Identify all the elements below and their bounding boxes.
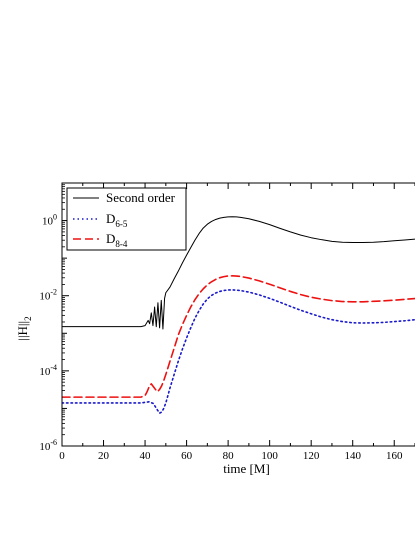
series-lines <box>62 216 415 414</box>
x-tick-label: 40 <box>140 450 152 462</box>
y-axis-label: ||H||2 <box>15 316 33 340</box>
axis-labels: 0 20 40 60 80 100 120 140 16010010-210-410-6time… <box>15 213 403 476</box>
y-tick-label: 10-4 <box>39 363 57 378</box>
x-tick-label: 100 <box>261 450 278 462</box>
legend-entry-label: D8-4 <box>106 231 128 249</box>
y-tick-exponent: -2 <box>50 288 57 297</box>
series-line-1 <box>62 216 415 330</box>
y-tick-label: 10-6 <box>39 438 57 453</box>
y-tick-exponent: -4 <box>50 363 57 372</box>
legend-label-subscript: 8-4 <box>115 239 127 249</box>
legend-label-main: Second order <box>106 190 176 205</box>
legend-entry-label: D6-5 <box>106 211 128 229</box>
x-tick-label: 80 <box>223 450 235 462</box>
x-tick-label: 120 <box>303 450 320 462</box>
legend-label-subscript: 6-5 <box>115 219 127 229</box>
x-tick-label: 160 <box>386 450 403 462</box>
x-tick-label: 20 <box>98 450 110 462</box>
y-tick-base: 10 <box>39 441 51 453</box>
y-tick-base: 10 <box>42 216 54 228</box>
y-tick-label: 100 <box>42 213 57 228</box>
plot-frame <box>61 182 415 447</box>
x-axis-label: time [M] <box>223 461 270 476</box>
y-axis-label-main: ||H|| <box>15 321 30 341</box>
series-line-2 <box>62 289 415 414</box>
legend-entry-label: Second order <box>106 190 176 205</box>
legend-label-main: D <box>106 211 115 226</box>
y-tick-label: 10-2 <box>39 288 57 303</box>
y-tick-base: 10 <box>39 366 51 378</box>
y-axis-label-subscript: 2 <box>23 316 33 321</box>
y-tick-exponent: -6 <box>50 438 57 447</box>
y-tick-exponent: 0 <box>53 213 57 222</box>
x-tick-label: 60 <box>181 450 193 462</box>
x-tick-label: 0 <box>59 450 65 462</box>
series-line-3 <box>62 275 415 398</box>
legend-label-main: D <box>106 231 115 246</box>
x-tick-label: 140 <box>344 450 361 462</box>
y-tick-base: 10 <box>39 291 51 303</box>
